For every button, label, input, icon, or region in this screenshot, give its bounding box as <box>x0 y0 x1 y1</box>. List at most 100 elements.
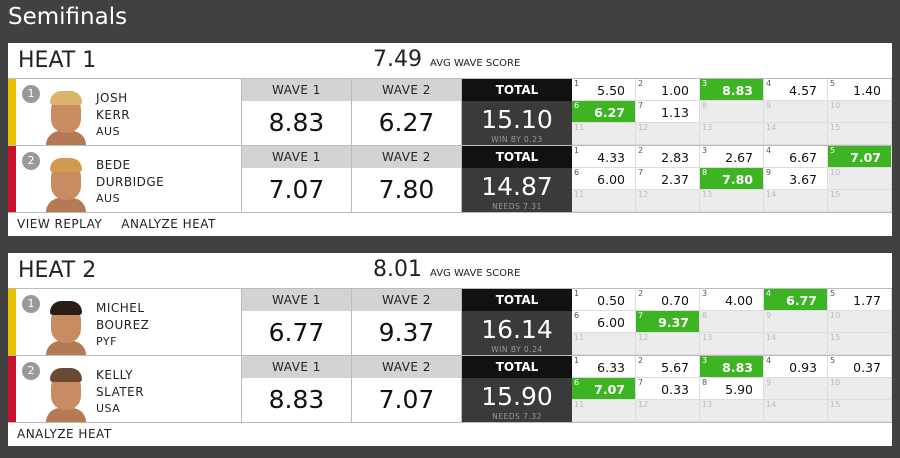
wave-number: 12 <box>638 190 649 199</box>
heat-name: HEAT 1 <box>18 48 97 73</box>
surfer-row: 1 MICHEL BOUREZ PYF WAVE 1 6.77 WAVE 2 9.37 TOTA… <box>8 289 892 356</box>
total-header: TOTAL <box>462 79 572 101</box>
heat-link[interactable]: VIEW REPLAY <box>17 217 103 231</box>
wave-cell: 5 0.37 <box>828 356 892 378</box>
wave-number: 7 <box>638 311 644 320</box>
total-header: TOTAL <box>462 356 572 378</box>
photo-shoulders <box>46 341 86 355</box>
wave-grid: 1 0.50 2 0.70 3 4.00 4 6.77 5 1.77 6 6.00 7 9.37 8 9 10 1… <box>572 289 892 355</box>
photo-hair <box>50 368 82 382</box>
wave-cell-score: 5.90 <box>725 382 753 397</box>
wave-cell: 10 <box>828 311 892 333</box>
wave-cell: 9 <box>764 101 828 123</box>
wave-cell: 14 <box>764 190 828 212</box>
wave-column: WAVE 1 8.83 <box>242 79 352 145</box>
surfer-row: 2 BEDE DURBIDGE AUS WAVE 1 7.07 WAVE 2 7.80 TOTA… <box>8 146 892 213</box>
heat-link[interactable]: ANALYZE HEAT <box>17 427 112 441</box>
wave-cell: 8 <box>700 311 764 333</box>
wave-cell: 13 <box>700 123 764 145</box>
wave-cell-score: 1.13 <box>661 105 689 120</box>
wave-cell-score: 0.33 <box>661 382 689 397</box>
wave-score: 8.83 <box>268 385 325 414</box>
wave-cell: 6 7.07 <box>572 378 636 400</box>
wave-cell: 11 <box>572 333 636 355</box>
wave-number: 7 <box>638 378 644 387</box>
wave-cell: 2 1.00 <box>636 79 700 101</box>
surfer-first: JOSH <box>96 91 128 105</box>
wave-cell-score: 4.33 <box>597 150 625 165</box>
wave-number: 2 <box>638 146 644 155</box>
surfer-info: 1 JOSH KERR AUS <box>16 79 242 145</box>
wave-cell: 7 0.33 <box>636 378 700 400</box>
wave-number: 8 <box>702 101 708 110</box>
total-note: NEEDS 7.31 <box>492 202 542 211</box>
wave-cell: 8 7.80 <box>700 168 764 190</box>
wave-number: 2 <box>638 289 644 298</box>
wave-cell-score: 1.00 <box>661 83 689 98</box>
surfer-last: BOUREZ <box>96 318 150 332</box>
wave-number: 14 <box>766 333 777 342</box>
wave-cell: 9 3.67 <box>764 168 828 190</box>
heat-link[interactable]: ANALYZE HEAT <box>121 217 216 231</box>
wave-number: 9 <box>766 378 772 387</box>
wave-header: WAVE 2 <box>352 146 461 168</box>
wave-cell-score: 6.77 <box>786 293 817 308</box>
wave-cell-score: 1.77 <box>853 293 881 308</box>
wave-score: 7.80 <box>378 175 435 204</box>
surfer-last: DURBIDGE <box>96 175 165 189</box>
wave-cell: 13 <box>700 400 764 422</box>
wave-cell-score: 8.83 <box>722 360 753 375</box>
surfer-row: 2 KELLY SLATER USA WAVE 1 8.83 WAVE 2 7.07 TOTAL… <box>8 356 892 423</box>
wave-number: 14 <box>766 190 777 199</box>
wave-number: 14 <box>766 123 777 132</box>
wave-number: 6 <box>574 101 580 110</box>
wave-cell: 12 <box>636 123 700 145</box>
wave-number: 10 <box>830 168 841 177</box>
wave-cell: 15 <box>828 123 892 145</box>
rank-badge: 2 <box>22 362 40 380</box>
wave-header: WAVE 2 <box>352 79 461 101</box>
wave-cell-score: 6.33 <box>597 360 625 375</box>
wave-number: 15 <box>830 400 841 409</box>
wave-cell-score: 0.37 <box>853 360 881 375</box>
total-note: WIN BY 0.24 <box>491 345 543 354</box>
wave-number: 9 <box>766 311 772 320</box>
surfer-info: 2 BEDE DURBIDGE AUS <box>16 146 242 212</box>
surfer-row: 1 JOSH KERR AUS WAVE 1 8.83 WAVE 2 6.27 TOTAL 15.… <box>8 79 892 146</box>
wave-cell: 13 <box>700 333 764 355</box>
wave-column: WAVE 1 8.83 <box>242 356 352 422</box>
avg-score: 8.01 <box>373 257 422 282</box>
wave-number: 2 <box>638 79 644 88</box>
wave-number: 10 <box>830 101 841 110</box>
wave-cell-score: 0.93 <box>789 360 817 375</box>
wave-grid: 1 5.50 2 1.00 3 8.83 4 4.57 5 1.40 6 6.27 7 1.13 8 9 10 1… <box>572 79 892 145</box>
avg-label: AVG WAVE SCORE <box>430 268 521 279</box>
wave-number: 7 <box>638 168 644 177</box>
wave-score: 6.27 <box>378 108 435 137</box>
wave-cell: 10 <box>828 168 892 190</box>
wave-cell-score: 2.83 <box>661 150 689 165</box>
rank-bar <box>8 356 16 422</box>
wave-grid: 1 4.33 2 2.83 3 2.67 4 6.67 5 7.07 6 6.00 7 2.37 8 7.80… <box>572 146 892 212</box>
wave-cell-score: 1.40 <box>853 83 881 98</box>
surfer-info: 1 MICHEL BOUREZ PYF <box>16 289 242 355</box>
wave-number: 11 <box>574 333 585 342</box>
heat-header: HEAT 1 7.49 AVG WAVE SCORE <box>8 43 892 79</box>
avg-score: 7.49 <box>373 47 422 72</box>
wave-cell: 4 6.67 <box>764 146 828 168</box>
wave-cell: 11 <box>572 190 636 212</box>
heat-links: VIEW REPLAY ANALYZE HEAT <box>8 213 892 236</box>
wave-cell: 13 <box>700 190 764 212</box>
wave-cell-score: 4.57 <box>789 83 817 98</box>
page-title: Semifinals <box>8 4 128 30</box>
wave-number: 5 <box>830 356 836 365</box>
wave-header: WAVE 1 <box>242 289 351 311</box>
wave-cell: 14 <box>764 123 828 145</box>
wave-cell: 1 4.33 <box>572 146 636 168</box>
wave-cell: 15 <box>828 400 892 422</box>
wave-cell: 11 <box>572 400 636 422</box>
total-box: TOTAL 14.87 NEEDS 7.31 <box>462 146 572 212</box>
heat-links: ANALYZE HEAT <box>8 423 892 446</box>
wave-number: 8 <box>702 311 708 320</box>
wave-number: 8 <box>702 378 708 387</box>
